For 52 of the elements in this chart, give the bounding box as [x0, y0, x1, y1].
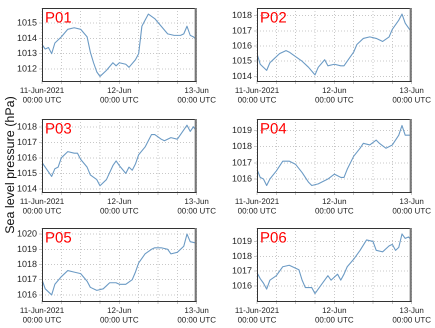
y-tick-label: 1015 [232, 56, 252, 66]
y-tick-label: 1018 [16, 258, 37, 269]
y-tick-label: 1018 [232, 141, 252, 152]
y-tick-label: 1015 [16, 168, 37, 178]
x-tick-label: 11-Jun-2021 00:00 UTC [20, 86, 65, 105]
y-tick-label: 1016 [16, 289, 37, 300]
x-tick-label: 13-Jun 00:00 UTC [177, 197, 216, 216]
x-tick-label: 12-Jun 00:00 UTC [314, 306, 354, 325]
x-tick-label: 12-Jun 00:00 UTC [100, 197, 139, 216]
y-tick-label: 1015 [16, 18, 37, 28]
x-tick-label: 11-Jun-2021 00:00 UTC [234, 306, 280, 325]
y-tick-label: 1019 [232, 236, 252, 246]
y-tick-label: 1016 [232, 40, 252, 51]
y-tick-label: 1016 [232, 174, 252, 184]
x-tick-label: 12-Jun 00:00 UTC [314, 86, 354, 105]
y-tick-label: 1014 [16, 183, 37, 194]
x-tick-label: 11-Jun-2021 00:00 UTC [20, 306, 65, 325]
y-tick-label: 1017 [232, 157, 252, 168]
x-tick-label: 13-Jun 00:00 UTC [177, 86, 216, 105]
x-tick-label: 13-Jun 00:00 UTC [392, 306, 432, 325]
y-tick-label: 1017 [232, 266, 252, 276]
y-tick-label: 1017 [16, 274, 37, 284]
y-tick-label: 1013 [16, 48, 37, 58]
y-tick-label: 1019 [16, 244, 37, 254]
y-tick-label: 1018 [16, 121, 37, 132]
y-tick-label: 1016 [16, 152, 37, 162]
y-tick-label: 1012 [16, 63, 37, 74]
y-tick-label: 1016 [232, 280, 252, 291]
x-tick-label: 12-Jun 00:00 UTC [100, 86, 139, 105]
x-tick-label: 11-Jun-2021 00:00 UTC [234, 86, 280, 105]
chart-title: P05 [45, 230, 72, 247]
x-tick-label: 13-Jun 00:00 UTC [392, 197, 432, 216]
y-tick-label: 1017 [16, 136, 37, 147]
y-tick-label: 1018 [232, 250, 252, 261]
y-tick-label: 1019 [232, 124, 252, 135]
x-tick-label: 13-Jun 00:00 UTC [392, 86, 432, 105]
chart-title: P06 [260, 230, 287, 247]
chart-title: P04 [260, 120, 287, 138]
chart-title: P02 [260, 10, 287, 27]
chart-title: P03 [45, 120, 72, 138]
y-axis-title: Sea level pressure (hPa) [3, 96, 17, 234]
chart-title: P01 [45, 10, 72, 27]
y-tick-label: 1014 [16, 32, 37, 43]
x-tick-label: 11-Jun-2021 00:00 UTC [234, 197, 280, 216]
y-tick-label: 1020 [16, 228, 37, 239]
x-tick-label: 13-Jun 00:00 UTC [177, 306, 216, 325]
y-tick-label: 1014 [232, 70, 252, 81]
x-tick-label: 11-Jun-2021 00:00 UTC [20, 197, 65, 216]
y-tick-label: 1017 [232, 25, 252, 36]
x-tick-label: 12-Jun 00:00 UTC [100, 306, 139, 325]
x-tick-label: 12-Jun 00:00 UTC [314, 197, 354, 216]
y-tick-label: 1018 [232, 10, 252, 20]
